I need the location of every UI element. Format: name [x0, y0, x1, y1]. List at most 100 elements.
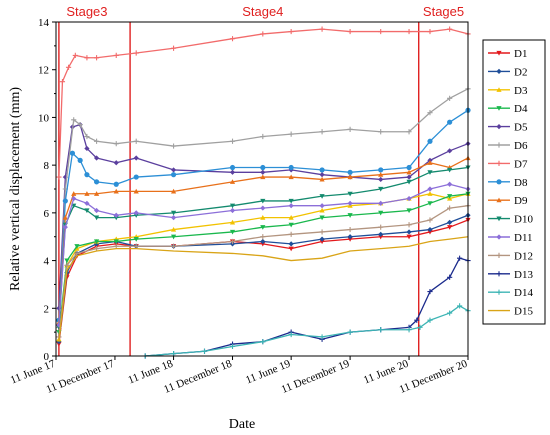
data-point-d8	[447, 119, 453, 125]
series-d11	[56, 181, 471, 328]
data-point-d14	[170, 351, 177, 357]
stage-lines	[58, 22, 420, 356]
legend-item-d12: D12	[488, 250, 533, 262]
legend-marker	[496, 197, 502, 203]
series-d3	[56, 191, 471, 342]
series-line-d13	[145, 257, 469, 357]
data-point-d8	[427, 138, 433, 144]
data-point-d6	[113, 141, 119, 147]
data-point-d12	[378, 224, 384, 230]
data-point-d11	[260, 205, 266, 211]
legend-item-d13: D13	[488, 269, 533, 281]
data-point-d9	[133, 188, 139, 194]
data-point-d11	[378, 200, 384, 206]
data-point-d14	[427, 317, 433, 323]
data-point-d4	[260, 225, 266, 230]
data-point-d9	[427, 160, 433, 165]
data-point-d3	[170, 226, 177, 232]
data-point-d8	[319, 167, 325, 173]
plot-frame	[55, 21, 469, 357]
data-point-d2	[427, 226, 433, 233]
data-point-d7	[427, 28, 433, 35]
data-point-d6	[77, 121, 83, 128]
stage-label-2: Stage4	[242, 4, 283, 19]
data-point-d2	[288, 241, 294, 247]
series-line-d7	[58, 28, 469, 178]
data-point-d12	[113, 243, 119, 249]
data-point-d6	[229, 138, 236, 144]
data-point-d9	[113, 188, 119, 194]
data-point-d5	[170, 167, 177, 173]
legend-label: D15	[514, 306, 533, 318]
data-point-d4	[447, 194, 453, 199]
data-point-d9	[319, 176, 325, 182]
series-d8	[56, 107, 471, 323]
data-point-d7	[319, 26, 325, 32]
data-point-d10	[170, 210, 177, 216]
data-point-d11	[447, 181, 453, 187]
data-point-d4	[288, 222, 294, 228]
data-point-d10	[93, 215, 100, 221]
data-point-d11	[406, 195, 412, 202]
legend-marker	[496, 234, 502, 240]
data-point-d8	[113, 181, 119, 187]
data-point-d10	[260, 198, 266, 204]
legend-label: D5	[514, 122, 528, 134]
data-point-d4	[319, 215, 325, 221]
data-point-d5	[378, 176, 384, 183]
data-point-d6	[170, 143, 177, 149]
legend-item-d6: D6	[488, 140, 528, 152]
data-point-d11	[84, 200, 90, 206]
legend-label: D11	[514, 232, 533, 244]
x-tick-label: 11 December 20	[398, 357, 470, 395]
legend-item-d1: D1	[488, 48, 527, 60]
data-point-d12	[133, 243, 139, 249]
legend-marker	[496, 216, 502, 222]
legend-label: D1	[514, 48, 527, 60]
legend-label: D12	[514, 250, 533, 262]
data-point-d11	[288, 203, 294, 209]
data-point-d7	[84, 55, 90, 61]
data-point-d4	[170, 234, 177, 240]
data-point-d6	[260, 133, 266, 140]
legend-marker	[496, 142, 502, 148]
series-line-d2	[58, 214, 469, 342]
data-point-d9	[260, 174, 266, 180]
series-d4	[56, 191, 471, 335]
data-point-d8	[406, 164, 412, 171]
data-point-d9	[93, 191, 100, 196]
data-point-d12	[447, 205, 453, 211]
series-d2	[56, 212, 471, 345]
series-layer	[56, 26, 471, 359]
data-point-d12	[170, 243, 177, 249]
series-d15	[58, 236, 469, 342]
data-point-d7	[65, 64, 72, 70]
data-point-d2	[378, 231, 384, 237]
data-point-d7	[347, 28, 353, 35]
data-point-d10	[229, 203, 236, 209]
series-line-d10	[58, 166, 469, 328]
data-point-d4	[406, 208, 412, 214]
y-tick-label: 6	[44, 208, 50, 220]
legend-item-d7: D7	[488, 158, 528, 170]
data-point-d4	[229, 229, 236, 235]
data-point-d7	[378, 28, 384, 35]
data-point-d6	[133, 138, 139, 144]
series-line-d15	[58, 236, 469, 342]
legend-item-d5: D5	[488, 122, 528, 134]
y-axis-title: Relative vertical displacement (mm)	[8, 87, 23, 291]
legend-marker	[496, 160, 502, 166]
data-point-d5	[447, 148, 453, 154]
data-point-d3	[229, 219, 236, 225]
data-point-d2	[319, 236, 325, 242]
data-point-d12	[319, 229, 325, 235]
data-point-d4	[378, 210, 384, 216]
data-point-d12	[260, 234, 266, 240]
y-tick-label: 10	[38, 112, 50, 124]
legend-marker	[496, 68, 502, 74]
data-point-d8	[170, 172, 177, 178]
data-point-d10	[447, 167, 453, 173]
data-point-d6	[427, 110, 433, 116]
legend-marker	[496, 124, 502, 130]
